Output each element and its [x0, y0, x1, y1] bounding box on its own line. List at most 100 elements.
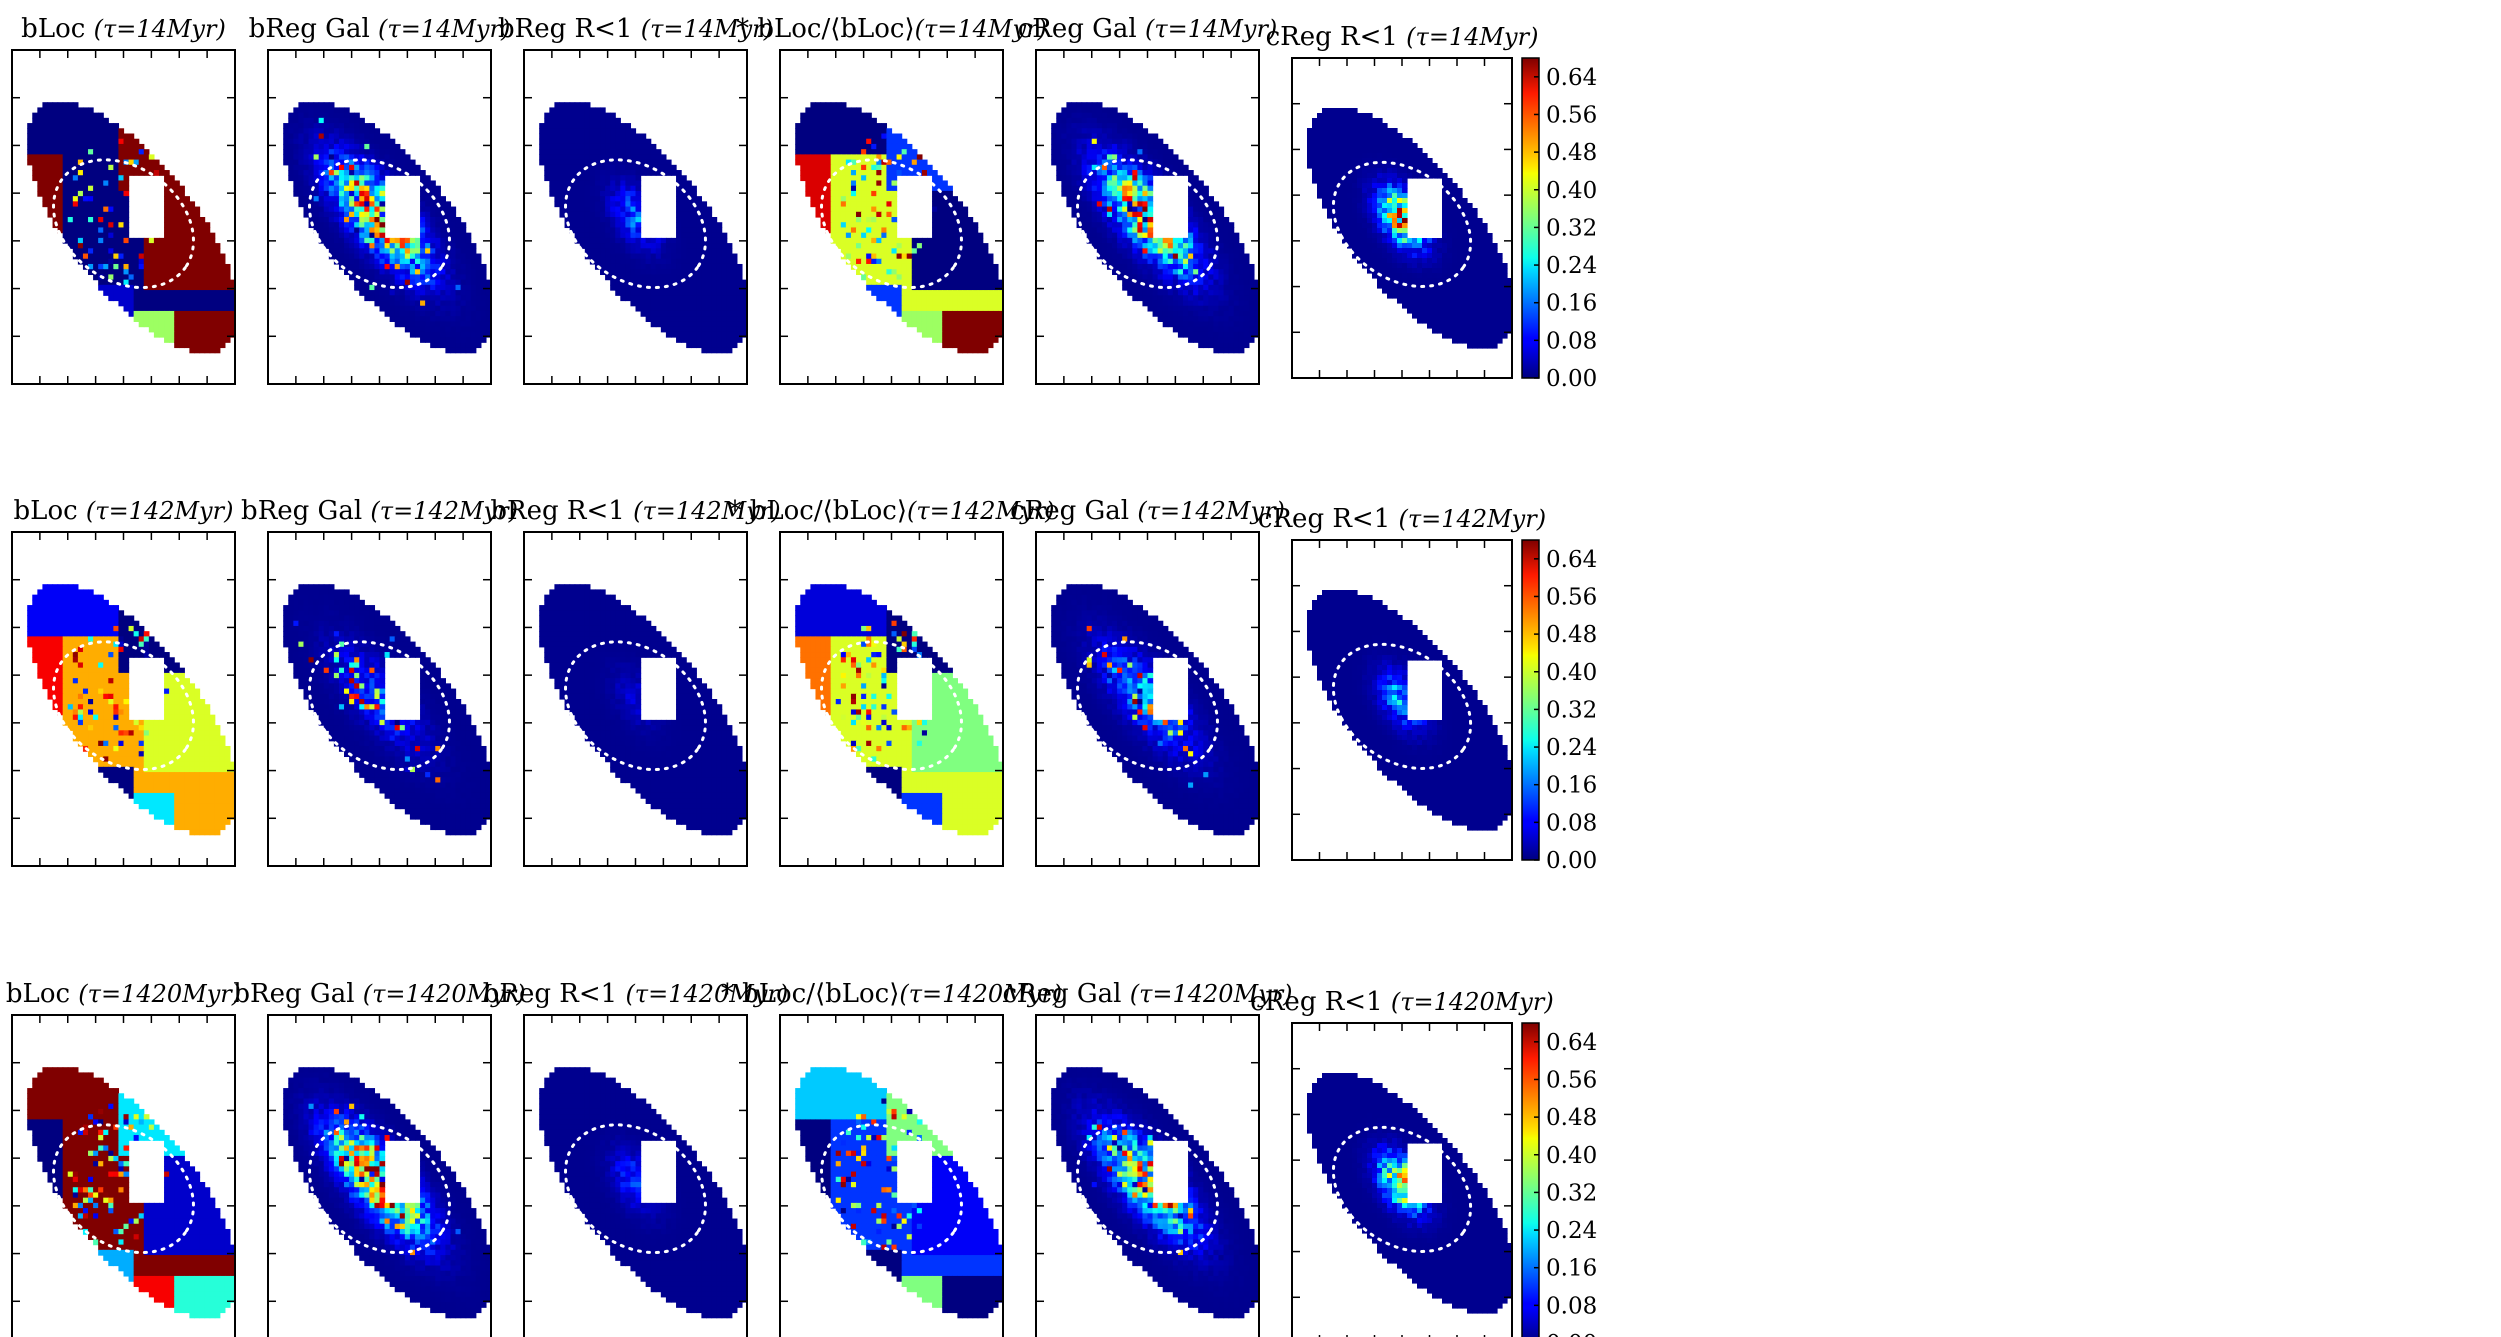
heatmap-cell: [892, 222, 898, 228]
heatmap-cell: [1137, 186, 1143, 192]
heatmap-cell: [405, 160, 411, 166]
heatmap-cell: [686, 233, 692, 239]
heatmap-cell: [83, 165, 89, 171]
heatmap-cell: [184, 332, 190, 338]
heatmap-cell: [425, 337, 431, 343]
heatmap-cell: [78, 134, 84, 140]
heatmap-cell: [1102, 254, 1108, 260]
heatmap-cell: [1117, 139, 1123, 145]
heatmap-cell: [124, 259, 130, 265]
heatmap-cell: [164, 238, 170, 244]
heatmap-cell: [314, 113, 320, 119]
heatmap-cell: [1112, 196, 1118, 202]
heatmap-cell: [831, 175, 837, 181]
heatmap-cell: [656, 269, 662, 275]
heatmap-cell: [174, 248, 180, 254]
heatmap-cell: [1127, 144, 1133, 150]
heatmap-cell: [283, 123, 289, 129]
heatmap-cell: [149, 264, 155, 270]
heatmap-cell: [298, 175, 304, 181]
heatmap-cell: [696, 316, 702, 322]
heatmap-cell: [420, 321, 426, 327]
heatmap-cell: [590, 222, 596, 228]
heatmap-cell: [174, 227, 180, 233]
heatmap-cell: [159, 321, 165, 327]
heatmap-cell: [1087, 128, 1093, 134]
heatmap-cell: [303, 144, 309, 150]
heatmap-cell: [585, 180, 591, 186]
heatmap-cell: [615, 248, 621, 254]
heatmap-cell: [445, 269, 451, 275]
heatmap-cell: [907, 321, 913, 327]
heatmap-cell: [656, 316, 662, 322]
heatmap-cell: [732, 295, 738, 301]
heatmap-cell: [570, 196, 576, 202]
heatmap-cell: [298, 201, 304, 207]
heatmap-cell: [53, 128, 59, 134]
heatmap-cell: [810, 102, 816, 108]
heatmap-cell: [590, 233, 596, 239]
heatmap-cell: [139, 160, 145, 166]
heatmap-cell: [968, 332, 974, 338]
heatmap-cell: [303, 186, 309, 192]
heatmap-cell: [1107, 154, 1113, 160]
heatmap-cell: [620, 139, 626, 145]
heatmap-cell: [445, 274, 451, 280]
heatmap-cell: [886, 233, 892, 239]
heatmap-cell: [200, 295, 206, 301]
heatmap-cell: [641, 134, 647, 140]
heatmap-cell: [902, 264, 908, 270]
heatmap-cell: [706, 280, 712, 286]
heatmap-cell: [871, 212, 877, 218]
heatmap-cell: [978, 316, 984, 322]
heatmap-cell: [831, 233, 837, 239]
heatmap-cell: [169, 248, 175, 254]
heatmap-cell: [461, 316, 467, 322]
heatmap-cell: [314, 217, 320, 223]
heatmap-cell: [134, 254, 140, 260]
heatmap-cell: [1122, 238, 1128, 244]
heatmap-cell: [189, 311, 195, 317]
heatmap-cell: [805, 180, 811, 186]
heatmap-cell: [1153, 149, 1159, 155]
heatmap-cell: [810, 165, 816, 171]
heatmap-cell: [1077, 107, 1083, 113]
heatmap-cell: [159, 254, 165, 260]
heatmap-cell: [159, 327, 165, 333]
heatmap-cell: [1066, 170, 1072, 176]
heatmap-cell: [293, 170, 299, 176]
heatmap-cell: [369, 217, 375, 223]
heatmap-cell: [159, 290, 165, 296]
heatmap-cell: [671, 238, 677, 244]
heatmap-cell: [471, 254, 477, 260]
heatmap-cell: [159, 274, 165, 280]
heatmap-cell: [922, 321, 928, 327]
heatmap-cell: [374, 233, 380, 239]
heatmap-cell: [585, 170, 591, 176]
heatmap-cell: [405, 295, 411, 301]
heatmap-cell: [47, 128, 53, 134]
heatmap-cell: [737, 316, 743, 322]
heatmap-cell: [324, 128, 330, 134]
heatmap-cell: [288, 149, 294, 155]
heatmap-cell: [1127, 128, 1133, 134]
heatmap-cell: [1087, 227, 1093, 233]
heatmap-cell: [620, 191, 626, 197]
heatmap-cell: [661, 316, 667, 322]
heatmap-cell: [962, 290, 968, 296]
heatmap-cell: [124, 254, 130, 260]
heatmap-cell: [666, 243, 672, 249]
heatmap-cell: [968, 295, 974, 301]
heatmap-cell: [108, 139, 114, 145]
heatmap-cell: [1163, 144, 1169, 150]
heatmap-cell: [88, 201, 94, 207]
heatmap-cell: [354, 238, 360, 244]
heatmap-cell: [476, 269, 482, 275]
heatmap-cell: [897, 139, 903, 145]
heatmap-cell: [1107, 227, 1113, 233]
heatmap-cell: [461, 243, 467, 249]
heatmap-cell: [590, 217, 596, 223]
heatmap-cell: [32, 154, 38, 160]
heatmap-cell: [947, 316, 953, 322]
heatmap-cell: [200, 306, 206, 312]
